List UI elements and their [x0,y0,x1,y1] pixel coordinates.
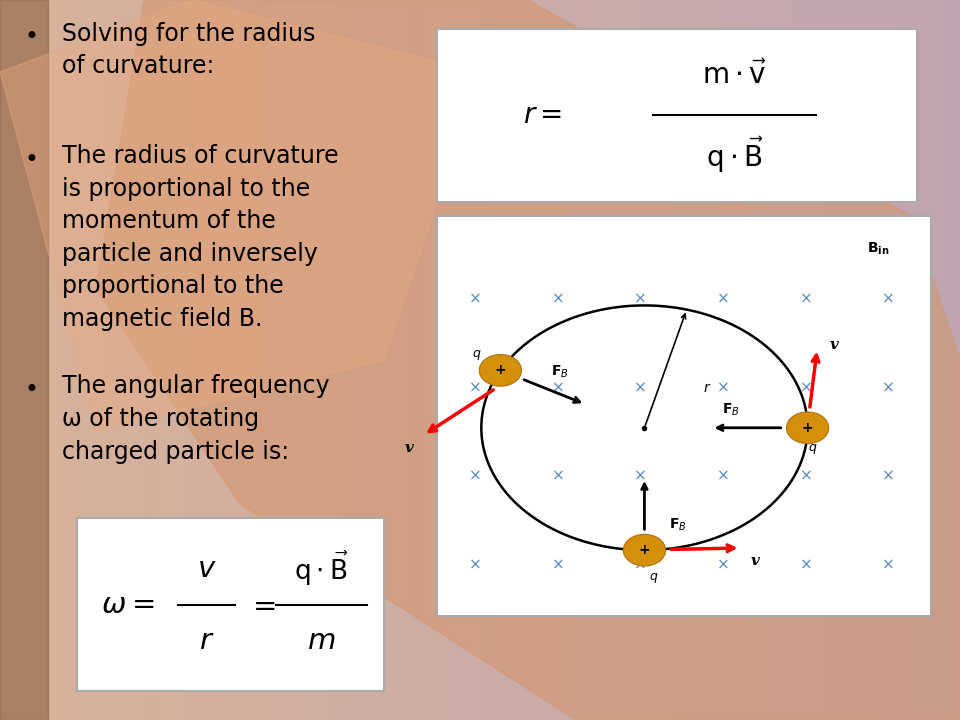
Text: ×: × [552,469,564,484]
Text: $\mathbf{B_{in}}$: $\mathbf{B_{in}}$ [867,240,890,256]
Text: The radius of curvature
is proportional to the
momentum of the
particle and inve: The radius of curvature is proportional … [62,144,339,330]
Text: $v$: $v$ [197,555,216,582]
Text: ×: × [800,469,812,484]
Text: ×: × [800,558,812,572]
Text: ×: × [800,292,812,306]
Text: ×: × [882,380,895,395]
Text: v: v [405,441,414,455]
Polygon shape [96,0,960,720]
Text: +: + [494,364,506,377]
Text: •: • [24,148,37,171]
Circle shape [623,534,665,566]
Text: ×: × [468,380,482,395]
Text: $\mathbf{F}_B$: $\mathbf{F}_B$ [722,402,739,418]
Text: ×: × [635,292,647,306]
Text: v: v [830,338,839,352]
Text: ×: × [800,380,812,395]
Text: $\mathrm{q \cdot \vec{B}}$: $\mathrm{q \cdot \vec{B}}$ [295,549,348,588]
Polygon shape [0,0,48,720]
Text: ×: × [552,380,564,395]
Text: +: + [638,543,650,557]
Text: $\mathbf{F}_B$: $\mathbf{F}_B$ [669,517,687,533]
Text: ×: × [552,558,564,572]
Text: ×: × [552,292,564,306]
Text: ×: × [717,469,730,484]
Text: ×: × [717,292,730,306]
Text: $r$: $r$ [703,381,711,395]
Text: $=$: $=$ [247,591,276,618]
Text: +: + [802,420,813,435]
Text: v: v [751,554,759,568]
FancyBboxPatch shape [437,29,917,202]
Text: $q$: $q$ [649,570,659,585]
Text: ×: × [635,380,647,395]
Text: ×: × [468,558,482,572]
Text: $\omega =$: $\omega =$ [101,591,155,618]
Text: $q$: $q$ [471,348,481,361]
Text: $\mathbf{F}_B$: $\mathbf{F}_B$ [551,364,569,379]
Text: The angular frequency
ω of the rotating
charged particle is:: The angular frequency ω of the rotating … [62,374,330,464]
Text: ×: × [468,469,482,484]
Text: ×: × [635,469,647,484]
Text: Solving for the radius
of curvature:: Solving for the radius of curvature: [62,22,316,78]
Text: ×: × [882,292,895,306]
Text: ×: × [717,380,730,395]
Text: $\mathrm{m \cdot \vec{v}}$: $\mathrm{m \cdot \vec{v}}$ [702,61,767,90]
Text: $q$: $q$ [807,442,817,456]
FancyBboxPatch shape [77,518,384,691]
Text: $\mathrm{q \cdot \vec{B}}$: $\mathrm{q \cdot \vec{B}}$ [706,135,763,175]
Text: •: • [24,25,37,49]
Text: $m$: $m$ [307,627,336,654]
Text: ×: × [882,558,895,572]
FancyBboxPatch shape [437,216,931,616]
Text: ×: × [468,292,482,306]
Circle shape [479,354,521,386]
Text: ×: × [717,558,730,572]
Text: •: • [24,378,37,402]
Text: ×: × [635,558,647,572]
Text: $r$: $r$ [199,627,214,654]
Text: $r =$: $r =$ [523,102,562,129]
Circle shape [786,412,828,444]
Text: ×: × [882,469,895,484]
Polygon shape [0,0,480,432]
